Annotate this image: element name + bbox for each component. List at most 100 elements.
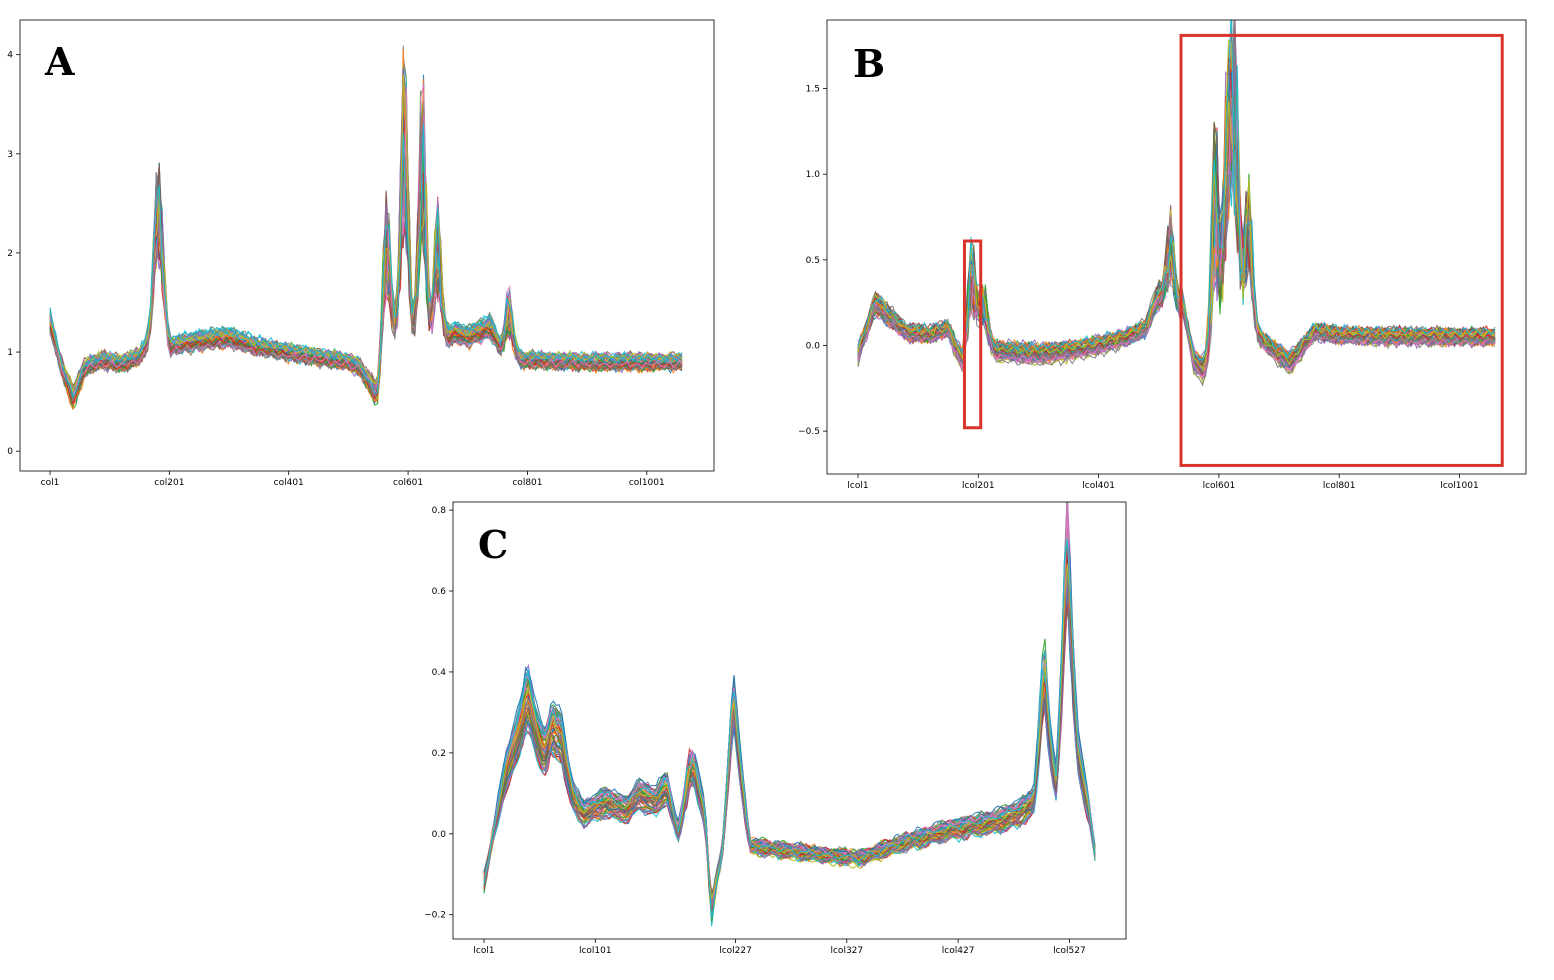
panel-b-highlights [962,33,1504,467]
series-line [483,591,1096,908]
series-line [857,20,1496,367]
series-line [857,26,1496,370]
y-tick-label: −0.2 [424,911,446,921]
series-line [857,39,1496,376]
panel-c-series-group [483,502,1096,927]
series-line [483,520,1096,901]
y-tick-label: 1.5 [806,85,820,95]
y-tick-label: 0.2 [432,749,446,759]
series-line [483,533,1096,927]
series-line [483,538,1096,918]
series-line [483,613,1096,905]
series-line [857,56,1496,370]
series-line [857,73,1496,366]
series-line [483,545,1096,923]
series-line [857,68,1496,369]
series-line [857,107,1496,362]
x-tick-label: lcol1001 [1440,481,1478,491]
y-tick-label: −0.5 [798,427,820,437]
series-line [857,78,1496,369]
series-line [857,83,1496,367]
series-line [857,48,1496,364]
series-line [857,31,1496,363]
series-line [857,86,1496,362]
y-tick-label: 0.6 [432,587,447,597]
series-line [857,70,1496,359]
x-tick-label: col201 [154,478,184,488]
y-tick-label: 0.0 [432,830,447,840]
x-tick-label: lcol401 [1082,481,1115,491]
series-line [49,108,683,405]
series-line [857,63,1496,361]
series-line [857,88,1496,371]
panel-b-series-group [857,20,1496,387]
x-tick-label: lcol227 [719,946,752,956]
series-line [483,574,1096,907]
panel-b-y-axis: −0.5 0.0 0.5 1.0 1.5 [798,85,827,437]
panel-a-x-axis: col1 col201 col401 col601 col801 col1001 [41,471,665,488]
y-tick-label: 0 [7,447,13,457]
series-line [857,75,1496,369]
y-tick-label: 0.8 [432,506,447,516]
series-line [857,39,1496,369]
x-tick-label: col601 [393,478,423,488]
series-line [49,123,683,398]
series-line [857,41,1496,374]
y-tick-label: 1 [7,348,13,358]
y-tick-label: 4 [7,51,13,61]
x-tick-label: lcol601 [1203,481,1236,491]
series-line [483,575,1096,906]
highlight-box [1179,33,1504,467]
series-line [857,96,1496,364]
x-tick-label: col801 [512,478,542,488]
x-tick-label: col1001 [629,478,665,488]
panel-a-y-axis: 0 1 2 3 4 [7,51,20,457]
series-line [857,20,1496,373]
series-line [857,64,1496,376]
highlight-box [962,239,983,430]
panel-c-label: C [478,522,508,567]
x-tick-label: col401 [274,478,304,488]
series-line [483,574,1096,918]
panel-b-label: B [853,41,885,86]
y-tick-label: 0.4 [432,668,447,678]
y-tick-label: 0.0 [806,342,821,352]
panel-b: −0.50.00.51.01.5 lcol1 lcol201 lcol401 lcol… [798,19,1527,491]
series-line [857,57,1496,377]
series-line [857,51,1496,361]
panel-c-frame [452,501,1127,940]
series-line [857,69,1496,367]
x-tick-label: lcol801 [1323,481,1356,491]
x-tick-label: lcol327 [830,946,863,956]
series-line [483,541,1096,919]
y-tick-label: 1.0 [806,170,821,180]
series-line [483,540,1096,922]
panel-b-frame [826,19,1527,475]
x-tick-label: col1 [41,478,60,488]
series-line [483,578,1096,918]
y-tick-label: 2 [7,249,13,259]
series-line [483,603,1096,894]
series-line [49,75,683,394]
x-tick-label: lcol101 [579,946,612,956]
series-line [857,30,1496,370]
series-line [483,537,1096,919]
series-line [483,564,1096,899]
panel-b-x-axis: lcol1 lcol201 lcol401 lcol601 lcol801 lcol100… [847,474,1479,491]
series-line [857,53,1496,370]
series-line [483,525,1096,907]
x-tick-label: lcol427 [942,946,975,956]
series-line [483,582,1096,917]
x-tick-label: lcol527 [1053,946,1086,956]
series-line [483,588,1096,916]
y-tick-label: 3 [7,150,13,160]
panel-a-series-group [49,45,683,411]
panel-a-frame [19,19,715,472]
series-line [857,117,1496,360]
series-line [857,46,1496,371]
panel-c: −0.20.00.20.40.60.8 lcol1 lcol101 lcol227 l… [424,501,1127,956]
x-tick-label: lcol1 [847,481,868,491]
series-line [49,68,682,389]
panel-a: 0 1 2 3 4 col1 col201 col401 col601 col801 col100… [7,19,715,488]
